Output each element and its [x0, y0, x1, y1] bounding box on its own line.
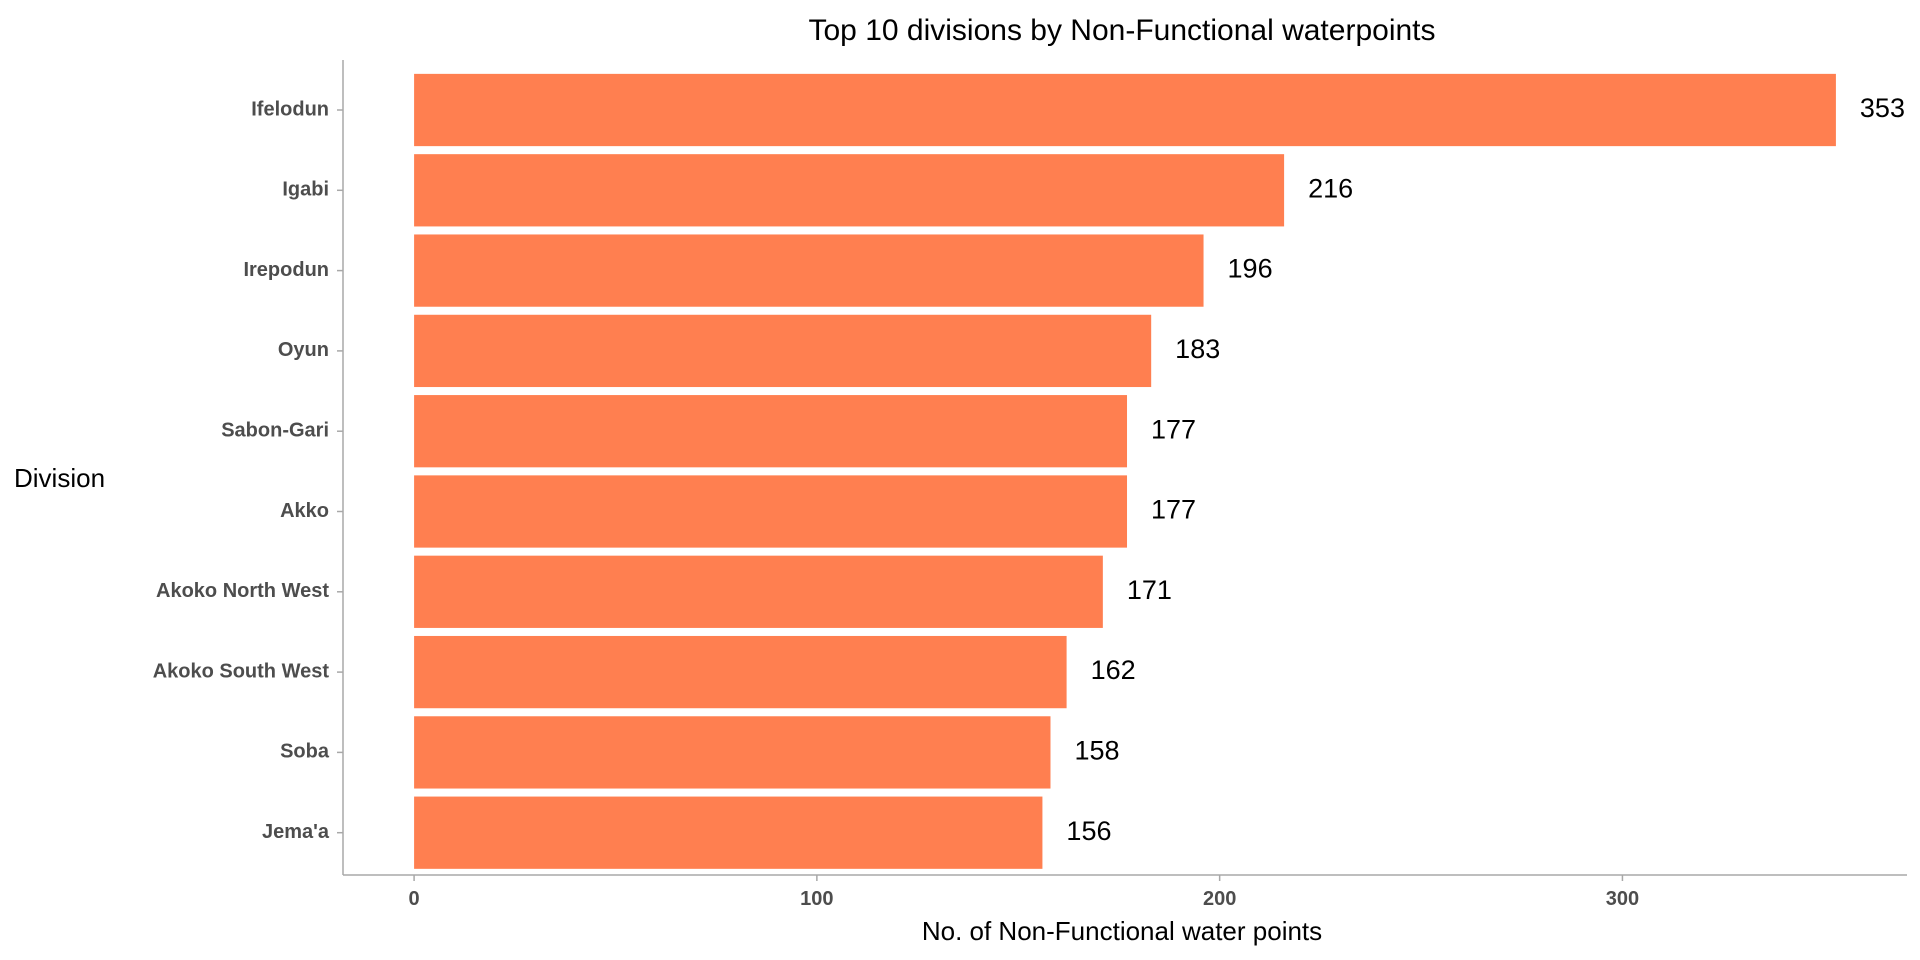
chart-title: Top 10 divisions by Non-Functional water… [809, 14, 1436, 47]
data-label: 196 [1228, 254, 1273, 284]
y-tick-label: Irepodun [243, 259, 329, 281]
data-label: 216 [1308, 173, 1353, 203]
bars-group [414, 74, 1836, 869]
y-tick-label: Akko [280, 500, 329, 522]
bar [414, 797, 1042, 869]
x-axis-title: No. of Non-Functional water points [922, 916, 1322, 946]
data-label: 177 [1151, 414, 1196, 444]
data-label: 158 [1074, 736, 1119, 766]
x-tick-label: 300 [1606, 888, 1639, 910]
x-tick-label: 0 [409, 888, 420, 910]
y-tick-label: Jema'a [262, 821, 330, 843]
x-tick-label: 200 [1203, 888, 1236, 910]
y-tick-label: Ifelodun [251, 98, 329, 120]
y-tick-label: Oyun [278, 339, 329, 361]
y-tick-label: Igabi [282, 179, 329, 201]
bar [414, 475, 1127, 547]
bar [414, 74, 1836, 146]
x-tick-label: 100 [800, 888, 833, 910]
y-tick-label: Akoko North West [156, 580, 329, 602]
bar [414, 315, 1151, 387]
bar [414, 234, 1203, 306]
bar [414, 556, 1103, 628]
y-axis-title: Division [14, 463, 105, 493]
bar [414, 154, 1284, 226]
data-label: 162 [1091, 655, 1136, 685]
data-label: 171 [1127, 575, 1172, 605]
bar [414, 395, 1127, 467]
data-label: 353 [1860, 93, 1905, 123]
data-label: 156 [1066, 816, 1111, 846]
data-label: 183 [1175, 334, 1220, 364]
y-tick-label: Soba [280, 741, 330, 763]
y-tick-label: Sabon-Gari [221, 419, 329, 441]
data-label: 177 [1151, 495, 1196, 525]
bar [414, 636, 1067, 708]
bar [414, 716, 1050, 788]
y-tick-label: Akoko South West [153, 660, 330, 682]
y-axis: Ifelodun Igabi Irepodun Oyun Sabon-Gari Akko A… [153, 60, 343, 875]
x-axis: 0 100 200 300 [343, 875, 1907, 910]
